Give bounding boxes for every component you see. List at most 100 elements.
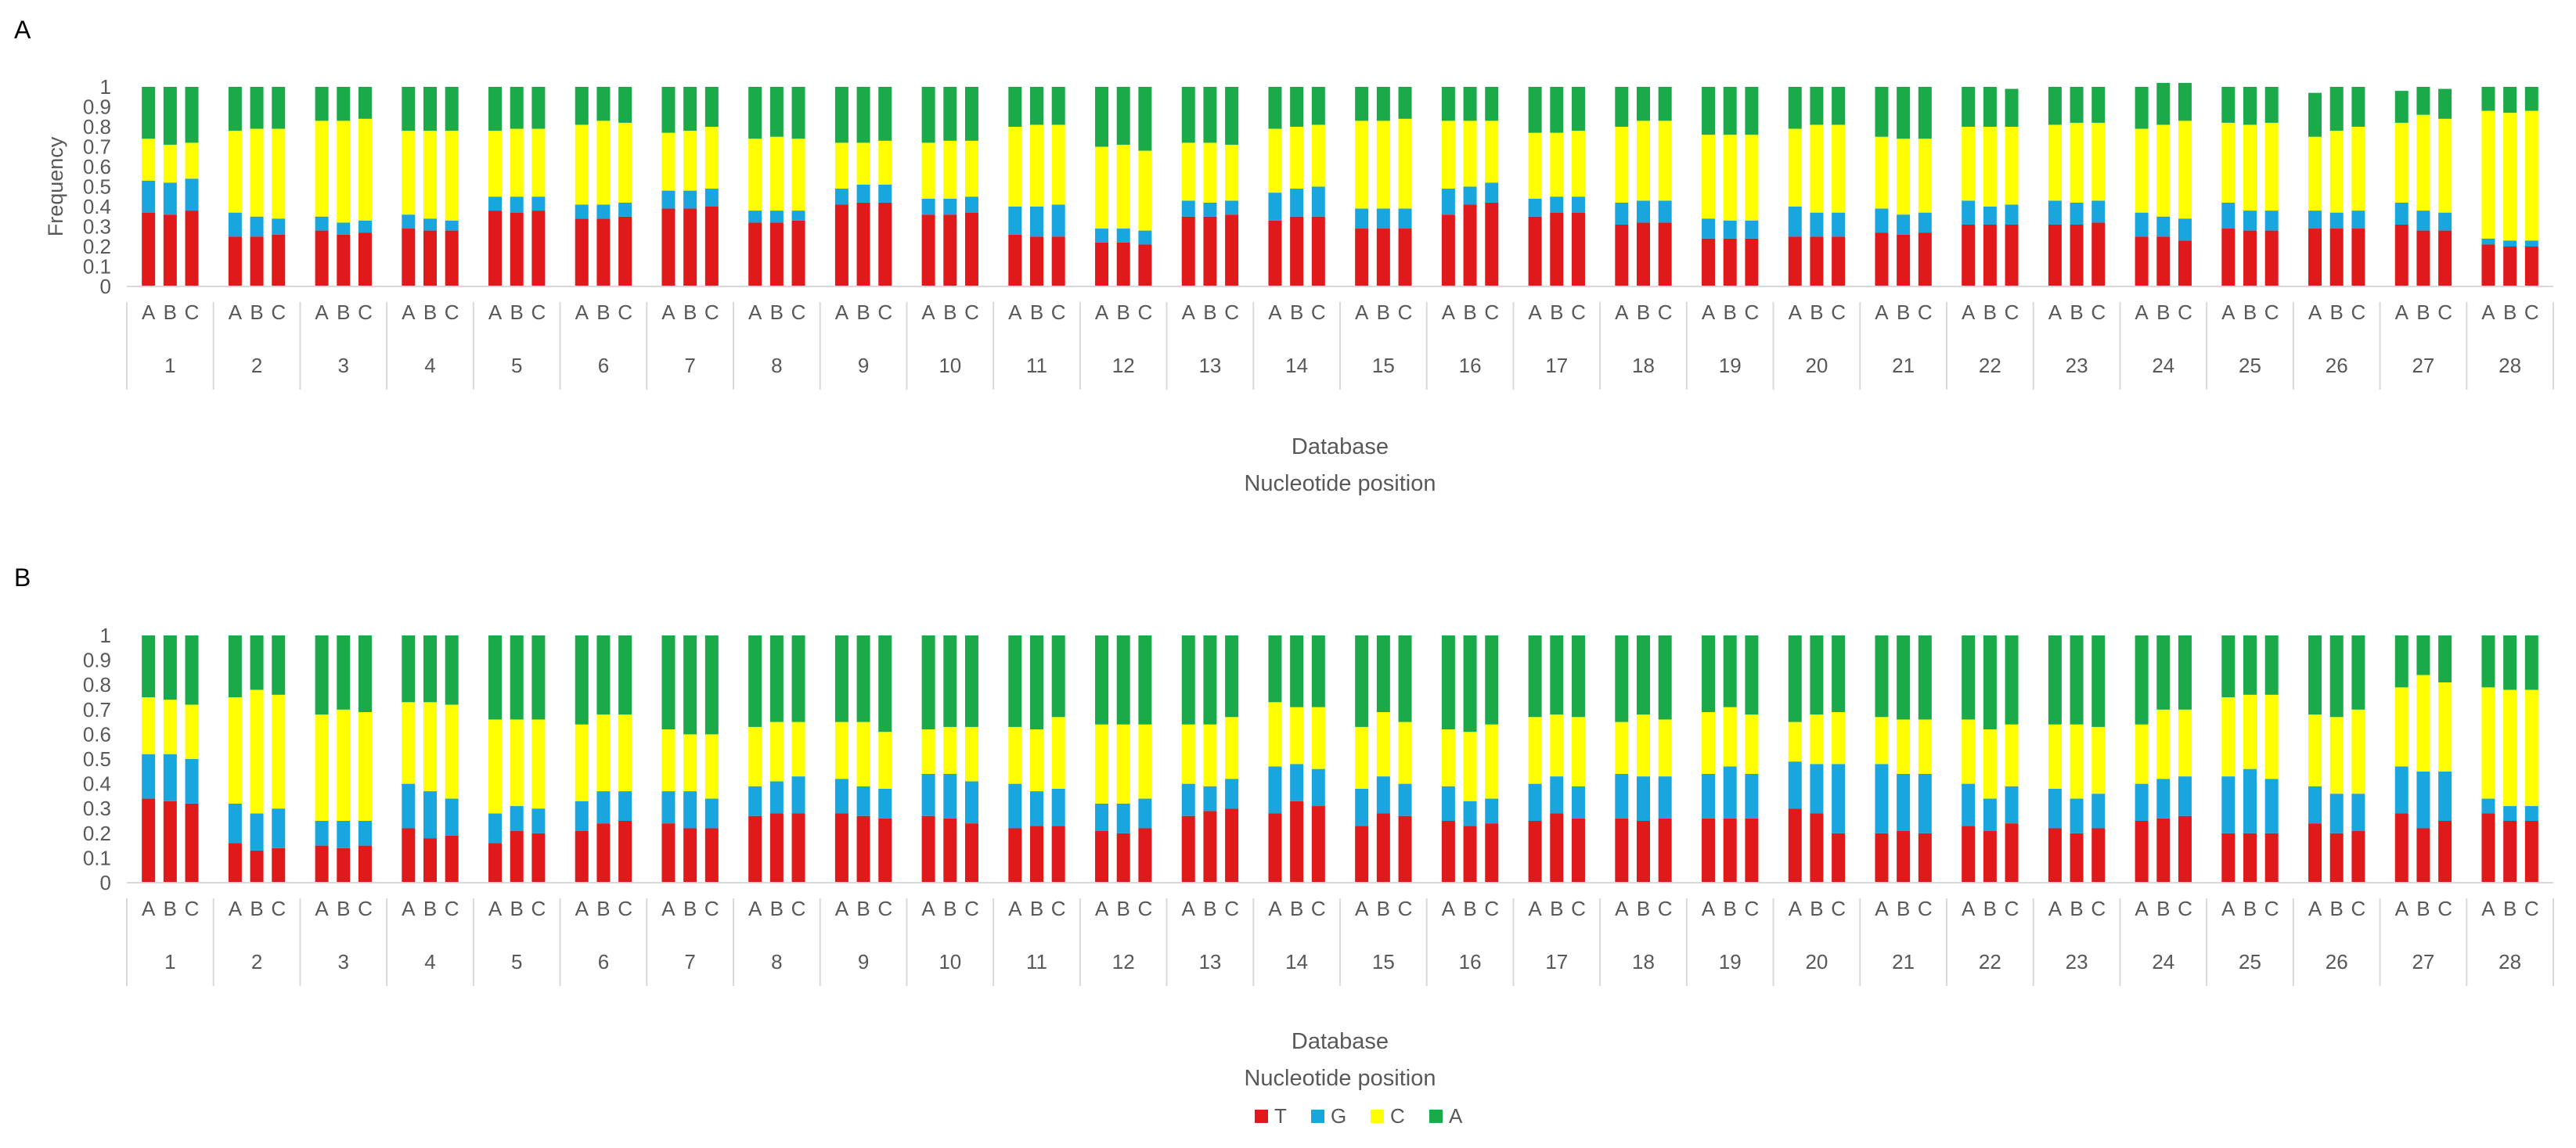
bar-segment-C: [1290, 707, 1304, 765]
x-group-label: 23: [2066, 354, 2088, 377]
bar-segment-T: [683, 208, 697, 286]
bar-segment-C: [769, 136, 784, 211]
bar-segment-A: [2135, 87, 2149, 129]
bar-segment-G: [272, 218, 286, 235]
bar-segment-A: [1441, 635, 1455, 730]
x-subcategory-label: A: [1528, 897, 1542, 920]
x-subcategory-label: A: [1442, 300, 1456, 324]
bar-segment-A: [1745, 87, 1759, 135]
x-group-label: 26: [2326, 950, 2348, 973]
bar-segment-G: [769, 211, 784, 223]
x-subcategory-label: B: [2243, 897, 2257, 920]
bar-segment-A: [1615, 87, 1629, 127]
bar-segment-G: [2503, 806, 2517, 821]
x-subcategory-label: C: [877, 300, 892, 324]
bar-segment-C: [1485, 724, 1499, 799]
bar-segment-A: [1962, 635, 1976, 720]
x-group-label: 17: [1545, 950, 1568, 973]
bar-segment-T: [856, 815, 870, 883]
x-subcategory-label: A: [1615, 300, 1629, 324]
bar-segment-A: [1918, 635, 1932, 720]
x-subcategory-label: C: [1658, 897, 1673, 920]
bar-segment-G: [2264, 779, 2279, 833]
bar-segment-A: [1832, 87, 1846, 125]
x-subcategory-label: A: [921, 897, 935, 920]
bar-segment-C: [1225, 144, 1239, 201]
bar-segment-A: [2135, 635, 2149, 725]
x-subcategory-label: C: [1831, 300, 1846, 324]
bar-segment-A: [2070, 87, 2084, 123]
bar-segment-C: [2091, 726, 2106, 794]
bar-segment-G: [2416, 771, 2430, 829]
bar-segment-C: [2243, 124, 2257, 211]
bar-segment-C: [2221, 122, 2236, 203]
bar-segment-G: [1702, 218, 1716, 239]
x-subcategory-label: A: [2308, 300, 2322, 324]
bar-segment-T: [2135, 236, 2149, 286]
x-subcategory-label: A: [2308, 897, 2322, 920]
bar-segment-A: [2264, 635, 2279, 695]
x-subcategory-label: C: [2178, 300, 2192, 324]
bar-segment-G: [2308, 211, 2322, 229]
bar-segment-A: [921, 87, 935, 143]
bar-segment-T: [596, 823, 611, 883]
bar-segment-C: [1463, 121, 1477, 187]
bar-segment-C: [1550, 132, 1564, 197]
bar-segment-G: [618, 202, 632, 217]
bar-segment-C: [1268, 702, 1282, 767]
x-subcategory-label: B: [1203, 300, 1216, 324]
bar-segment-C: [2503, 113, 2517, 241]
bar-segment-G: [1875, 764, 1889, 833]
x-subcategory-label: A: [1615, 897, 1629, 920]
bar-segment-T: [510, 212, 524, 286]
x-group-label: 16: [1459, 950, 1482, 973]
bar-segment-A: [921, 635, 935, 730]
bar-segment-A: [1658, 87, 1672, 121]
bar-segment-C: [1528, 132, 1542, 199]
bar-segment-A: [1571, 87, 1585, 131]
bar-segment-C: [1095, 146, 1109, 229]
bar-segment-G: [1658, 200, 1672, 223]
bar-segment-G: [402, 783, 416, 829]
x-subcategory-label: C: [1224, 300, 1239, 324]
bar-segment-A: [445, 87, 459, 131]
bar-segment-G: [1571, 196, 1585, 213]
bar-segment-C: [1008, 726, 1022, 784]
bar-segment-C: [1788, 722, 1802, 762]
bar-segment-G: [2005, 786, 2019, 824]
bar-segment-G: [2156, 779, 2171, 819]
bar-segment-A: [1116, 635, 1130, 725]
x-subcategory-label: B: [2503, 300, 2517, 324]
x-subcategory-label: C: [358, 897, 373, 920]
bar-segment-C: [1008, 127, 1022, 207]
bar-segment-C: [2135, 724, 2149, 784]
bar-segment-T: [1485, 823, 1499, 883]
bar-segment-C: [596, 121, 611, 205]
x-subcategory-label: B: [1637, 300, 1650, 324]
y-tick-label: 0.7: [83, 698, 111, 722]
bar-segment-G: [791, 211, 805, 221]
bar-segment-A: [315, 635, 329, 715]
bar-segment-C: [769, 722, 784, 782]
bar-segment-G: [1268, 766, 1282, 814]
bar-segment-C: [315, 121, 329, 217]
bar-segment-C: [856, 142, 870, 185]
bar-segment-G: [2394, 766, 2408, 814]
bar-segment-A: [1875, 635, 1889, 718]
bar-segment-A: [2156, 635, 2171, 710]
bar-segment-A: [2091, 635, 2106, 727]
bar-segment-C: [1615, 722, 1629, 774]
bar-segment-C: [704, 127, 719, 189]
x-subcategory-label: B: [683, 300, 697, 324]
x-subcategory-label: A: [2395, 897, 2409, 920]
x-subcategory-label: C: [1484, 300, 1499, 324]
bar-segment-G: [1485, 182, 1499, 203]
bar-segment-C: [1897, 719, 1911, 774]
y-tick-label: 0.6: [83, 722, 111, 746]
x-subcategory-label: A: [1008, 897, 1022, 920]
bar-segment-A: [2503, 635, 2517, 690]
bar-segment-T: [445, 835, 459, 883]
bar-segment-T: [445, 230, 459, 286]
x-subcategory-label: B: [1203, 897, 1216, 920]
